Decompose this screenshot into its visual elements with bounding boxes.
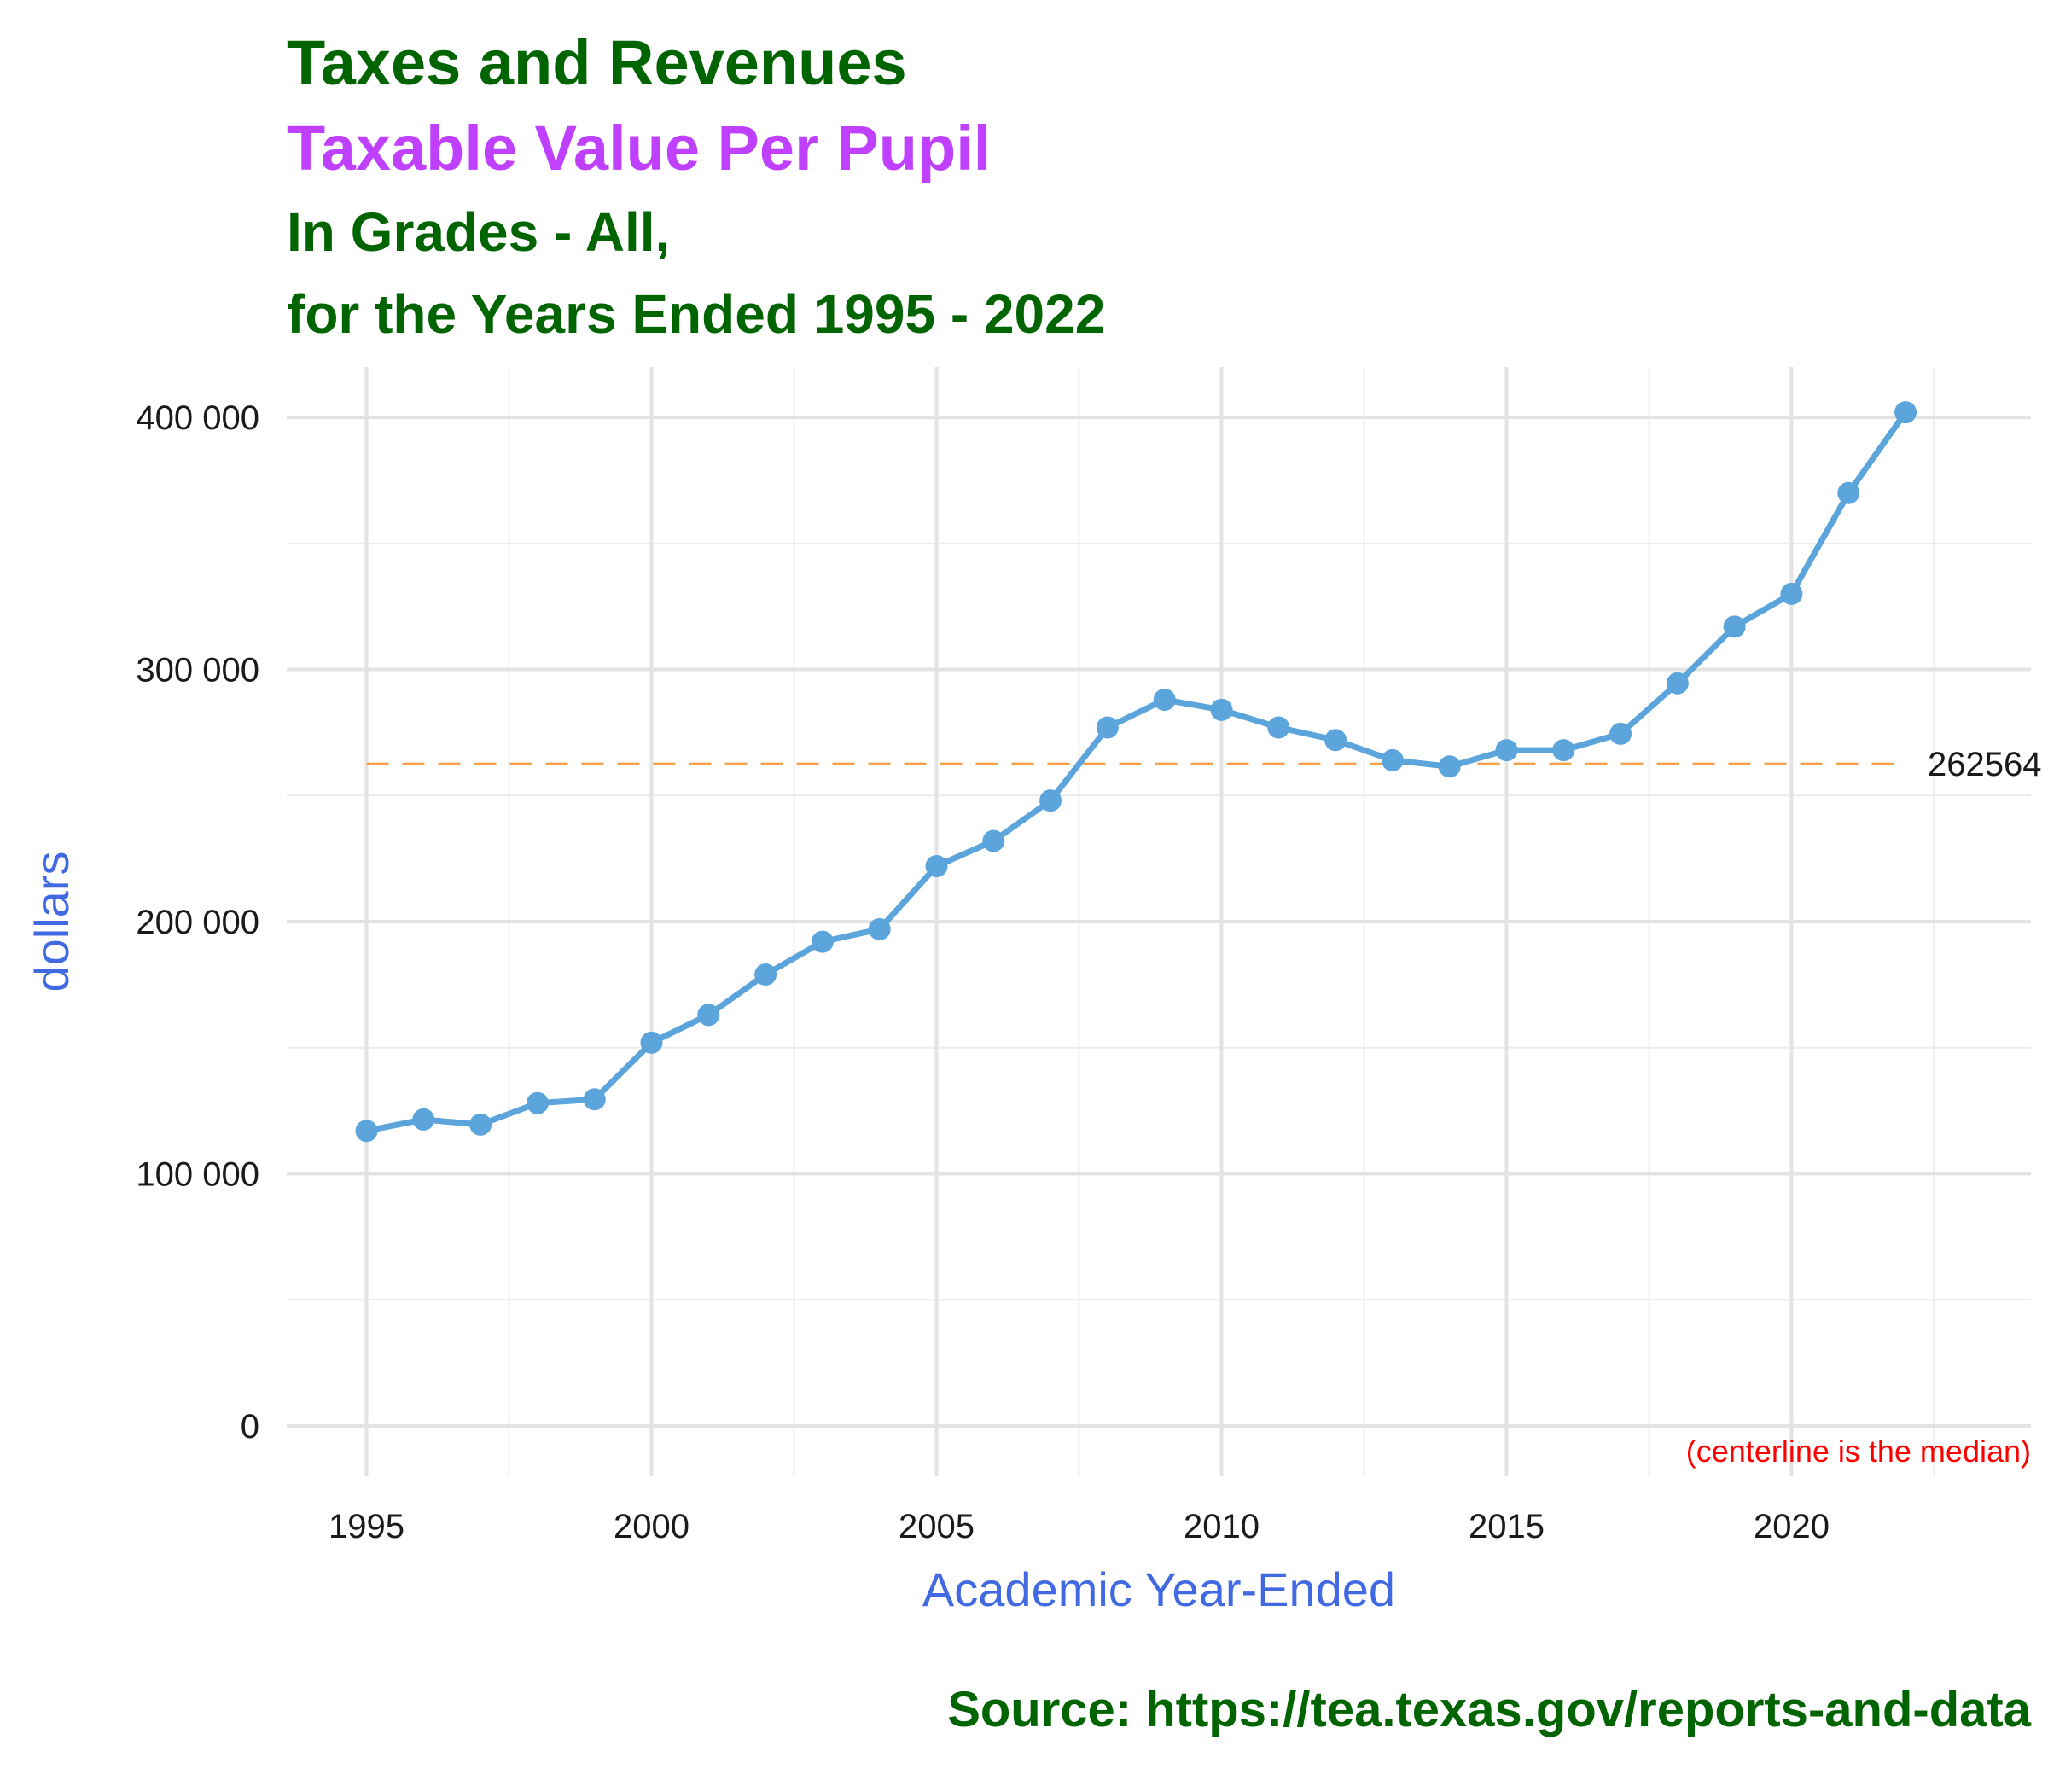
data-point [583, 1088, 606, 1111]
data-point [982, 829, 1005, 852]
y-axis-tick-labels: 0 100 000 200 000 300 000 400 000 [136, 399, 259, 1446]
x-axis-tick-labels: 1995 2000 2005 2010 2015 2020 [329, 1508, 1830, 1545]
y-tick-label: 100 000 [136, 1155, 259, 1193]
data-point [925, 855, 948, 877]
data-point [811, 930, 834, 953]
x-tick-label: 2020 [1754, 1508, 1830, 1545]
data-point [1438, 755, 1461, 778]
title-block: Taxes and Revenues Taxable Value Per Pup… [287, 20, 1105, 355]
y-tick-label: 200 000 [136, 904, 259, 941]
source-caption: Source: https://tea.texas.gov/reports-an… [947, 1682, 2031, 1737]
data-point [1324, 729, 1347, 752]
data-point [1267, 716, 1290, 739]
data-point [355, 1120, 378, 1143]
x-tick-label: 1995 [329, 1508, 404, 1545]
median-value-label: 262564 [1928, 746, 2041, 783]
data-point [868, 917, 891, 940]
data-point [1837, 481, 1860, 504]
x-tick-label: 2010 [1184, 1508, 1260, 1545]
data-point [469, 1113, 492, 1136]
y-tick-label: 300 000 [136, 652, 259, 689]
data-point [1894, 401, 1917, 424]
data-point [1552, 739, 1575, 762]
median-note: (centerline is the median) [1686, 1434, 2031, 1469]
data-point [1381, 748, 1404, 771]
data-point [412, 1108, 435, 1131]
chart-grades-line: In Grades - All, [287, 201, 671, 263]
chart-subtitle: Taxable Value Per Pupil [287, 113, 992, 183]
data-point [1609, 722, 1632, 745]
series-line [365, 410, 1908, 1134]
data-point [1153, 689, 1176, 711]
data-point [697, 1004, 720, 1027]
line-chart: 262564 1995 2000 2005 2010 2015 2020 0 100 000… [25, 367, 2042, 1616]
data-point [1096, 716, 1119, 739]
x-tick-label: 2015 [1469, 1508, 1545, 1545]
data-point [1780, 582, 1803, 605]
chart-title: Taxes and Revenues [287, 27, 907, 98]
x-tick-label: 2005 [899, 1508, 975, 1545]
data-point [754, 963, 777, 986]
x-axis-label: Academic Year-Ended [922, 1562, 1395, 1616]
x-tick-label: 2000 [614, 1508, 689, 1545]
data-point [1210, 698, 1233, 721]
data-points [355, 401, 1917, 1143]
y-tick-label: 0 [241, 1408, 259, 1446]
data-point [1039, 789, 1062, 812]
data-point [1666, 672, 1689, 695]
data-point [526, 1091, 549, 1114]
data-point [1723, 615, 1746, 638]
y-tick-label: 400 000 [136, 399, 259, 437]
data-point [1495, 739, 1518, 762]
y-axis-label: dollars [25, 852, 79, 992]
major-gridlines [287, 367, 2031, 1476]
data-point [640, 1031, 663, 1054]
chart-years-line: for the Years Ended 1995 - 2022 [287, 283, 1106, 345]
